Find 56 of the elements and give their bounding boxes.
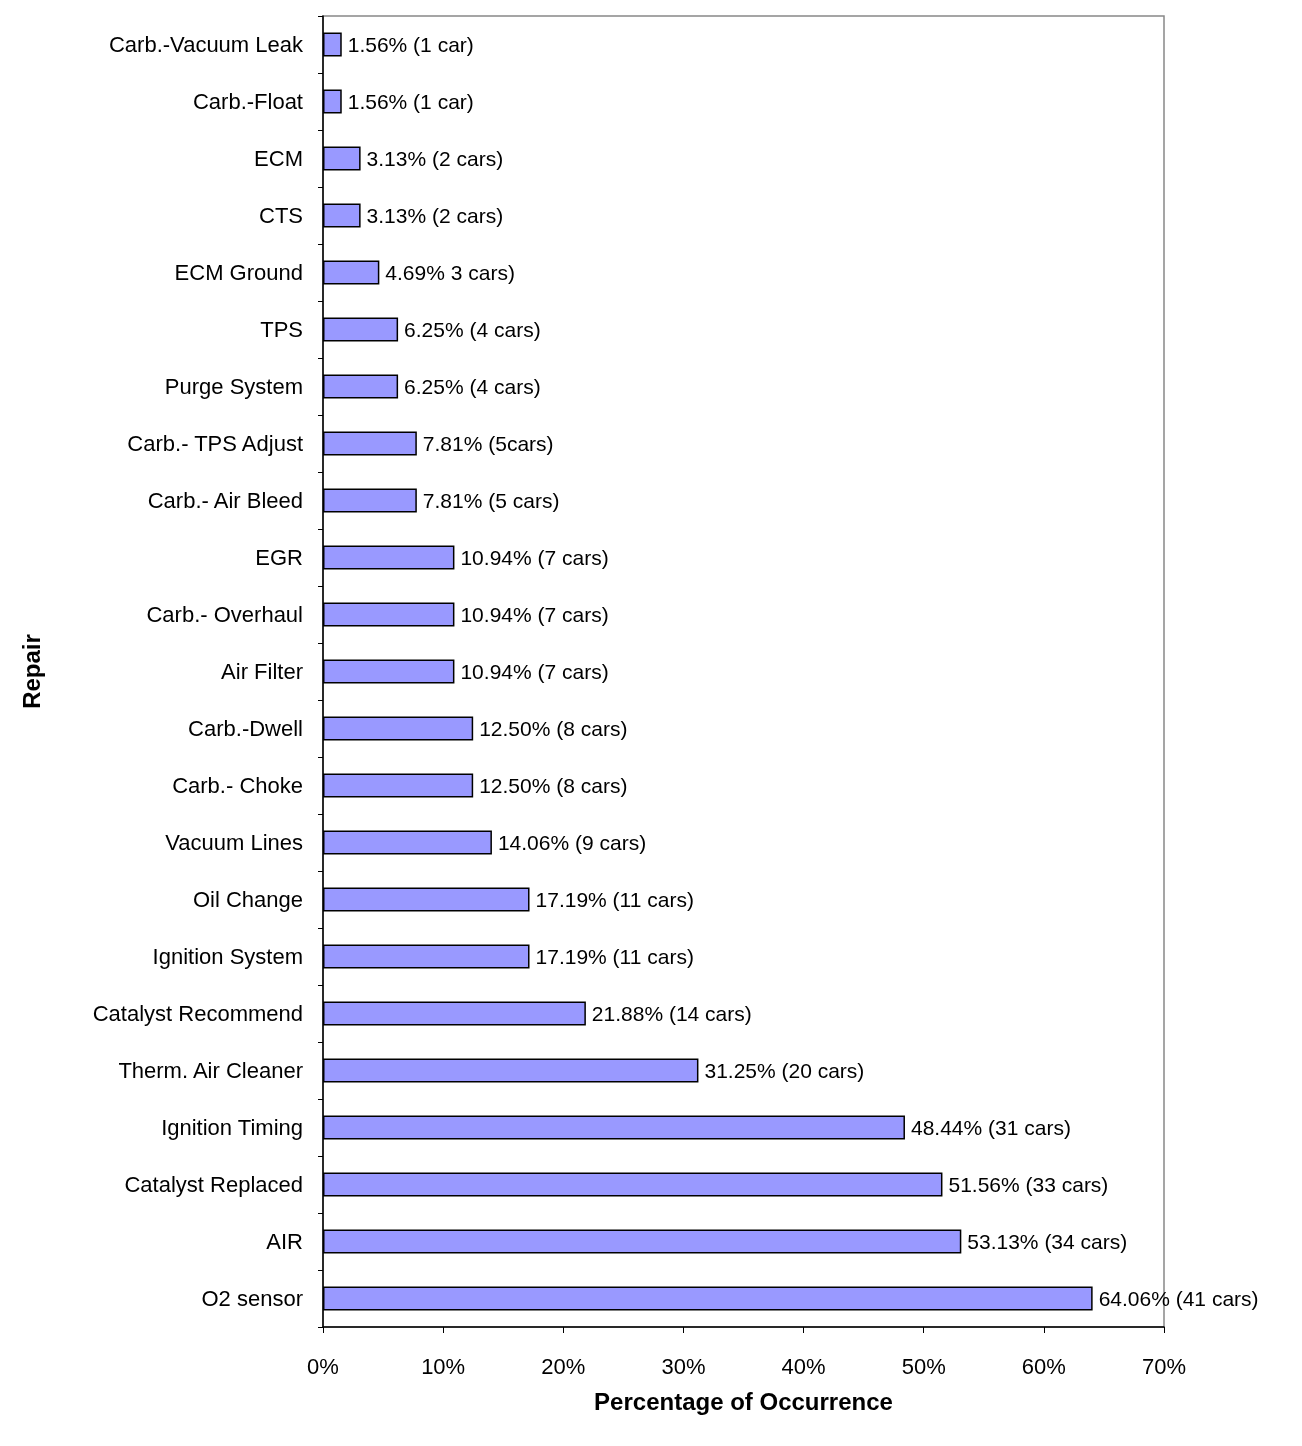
- x-tick-label: 10%: [421, 1353, 466, 1379]
- y-tick-label: ECM: [254, 146, 303, 171]
- data-label: 10.94% (7 cars): [460, 546, 609, 569]
- y-tick-label: Ignition Timing: [161, 1115, 303, 1140]
- y-tick-label: Carb.- Air Bleed: [147, 488, 303, 513]
- y-axis-title: Repair: [17, 634, 45, 709]
- x-tick-label: 30%: [661, 1353, 706, 1379]
- y-tick-label: O2 sensor: [201, 1286, 303, 1311]
- x-tick-label: 20%: [541, 1353, 586, 1379]
- x-tick-label: 0%: [307, 1353, 339, 1379]
- data-label: 51.56% (33 cars): [948, 1173, 1109, 1196]
- y-tick-label: ECM Ground: [174, 260, 303, 285]
- y-tick-label: Carb.-Vacuum Leak: [108, 32, 304, 57]
- y-tick-label: AIR: [266, 1229, 303, 1254]
- x-axis-title: Percentage of Occurrence: [594, 1387, 893, 1415]
- data-label: 1.56% (1 car): [347, 33, 474, 56]
- data-label: 14.06% (9 cars): [497, 831, 647, 854]
- data-label: 3.13% (2 cars): [366, 147, 504, 170]
- data-label: 48.44% (31 cars): [910, 1116, 1071, 1139]
- data-label: 10.94% (7 cars): [460, 660, 609, 683]
- x-tick-label: 70%: [1141, 1353, 1187, 1379]
- data-label: 3.13% (2 cars): [366, 204, 504, 227]
- data-label: 21.88% (14 cars): [591, 1002, 752, 1025]
- data-label: 1.56% (1 car): [347, 90, 474, 113]
- y-tick-label: Oil Change: [192, 887, 303, 912]
- x-tick-label: 40%: [781, 1353, 826, 1379]
- x-tick-label: 50%: [901, 1353, 946, 1379]
- data-label: 6.25% (4 cars): [404, 375, 541, 398]
- y-tick-label: EGR: [255, 545, 303, 570]
- y-tick-label: Carb.- Choke: [172, 773, 303, 798]
- data-label: 31.25% (20 cars): [704, 1059, 865, 1082]
- data-label: 6.25% (4 cars): [404, 318, 541, 341]
- data-label: 7.81% (5cars): [422, 432, 554, 455]
- y-tick-label: CTS: [259, 203, 303, 228]
- y-tick-label: Carb.- Overhaul: [146, 602, 303, 627]
- data-label: 7.81% (5 cars): [422, 489, 560, 512]
- y-tick-label: Purge System: [164, 374, 303, 399]
- data-label: 53.13% (34 cars): [967, 1230, 1128, 1253]
- y-tick-label: Air Filter: [221, 659, 303, 684]
- x-tick-label: 60%: [1021, 1353, 1066, 1379]
- y-tick-label: TPS: [260, 317, 303, 342]
- data-label: 12.50% (8 cars): [479, 774, 628, 797]
- y-tick-label: Carb.-Dwell: [188, 716, 303, 741]
- y-tick-label: Carb.-Float: [192, 89, 303, 114]
- data-label: 12.50% (8 cars): [479, 717, 628, 740]
- y-tick-label: Vacuum Lines: [165, 830, 303, 855]
- data-label: 17.19% (11 cars): [535, 945, 694, 968]
- y-tick-label: Therm. Air Cleaner: [118, 1058, 303, 1083]
- data-label: 10.94% (7 cars): [460, 603, 609, 626]
- y-tick-label: Carb.- TPS Adjust: [127, 431, 303, 456]
- y-tick-label: Catalyst Recommend: [92, 1001, 303, 1026]
- data-label: 64.06% (41 cars): [1098, 1287, 1259, 1310]
- y-tick-label: Ignition System: [152, 944, 303, 969]
- data-label: 4.69% 3 cars): [385, 261, 515, 284]
- data-label: 17.19% (11 cars): [535, 888, 694, 911]
- y-tick-label: Catalyst Replaced: [124, 1172, 303, 1197]
